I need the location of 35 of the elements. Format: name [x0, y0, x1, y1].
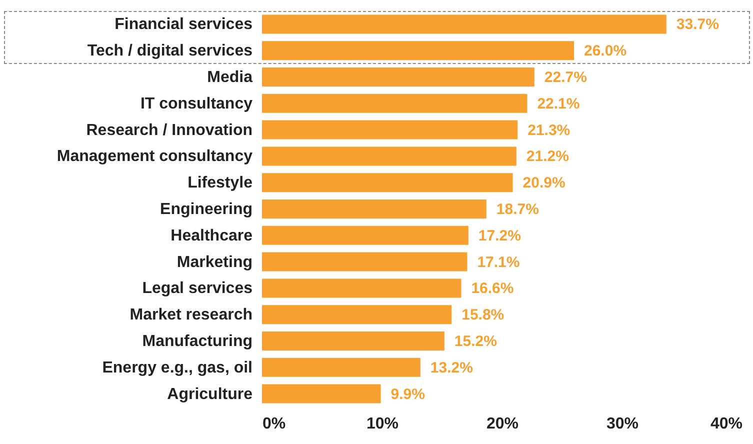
- y-tick-label: Market research: [130, 306, 252, 324]
- y-tick-label: Agriculture: [167, 386, 253, 403]
- data-label: 20.9%: [522, 174, 566, 192]
- data-label: 33.7%: [676, 16, 719, 34]
- data-label: 22.7%: [544, 69, 587, 86]
- x-tick-label: 30%: [606, 416, 639, 432]
- data-label: 22.1%: [537, 95, 580, 112]
- y-tick-label: Management consultancy: [56, 148, 253, 166]
- y-tick-label: Tech / digital services: [87, 42, 253, 60]
- y-tick-label: Research / Innovation: [86, 122, 252, 139]
- y-tick-label: IT consultancy: [140, 95, 253, 112]
- data-label: 21.3%: [528, 122, 570, 139]
- y-tick-label: Lifestyle: [188, 174, 253, 192]
- data-label: 26.0%: [584, 42, 627, 60]
- y-tick-label: Media: [207, 69, 253, 86]
- x-tick-label: 20%: [486, 416, 519, 432]
- data-label: 13.2%: [430, 359, 473, 376]
- x-tick-label: 0%: [262, 416, 286, 432]
- y-tick-label: Financial services: [114, 16, 253, 34]
- y-tick-label: Manufacturing: [142, 333, 252, 350]
- data-label: 21.2%: [526, 148, 569, 166]
- y-tick-label: Healthcare: [170, 227, 253, 244]
- x-tick-label: 40%: [710, 416, 742, 432]
- y-tick-label: Marketing: [176, 254, 252, 271]
- y-tick-label: Energy e.g., gas, oil: [102, 359, 252, 376]
- x-tick-label: 10%: [366, 416, 399, 432]
- data-label: 17.2%: [478, 227, 521, 244]
- y-tick-label: Engineering: [160, 201, 252, 218]
- data-label: 17.1%: [477, 254, 520, 271]
- data-label: 9.9%: [390, 386, 426, 403]
- data-label: 18.7%: [496, 201, 539, 218]
- data-label: 15.2%: [454, 333, 497, 350]
- data-label: 16.6%: [471, 280, 514, 298]
- data-label: 15.8%: [462, 306, 504, 324]
- y-tick-label: Legal services: [142, 280, 253, 298]
